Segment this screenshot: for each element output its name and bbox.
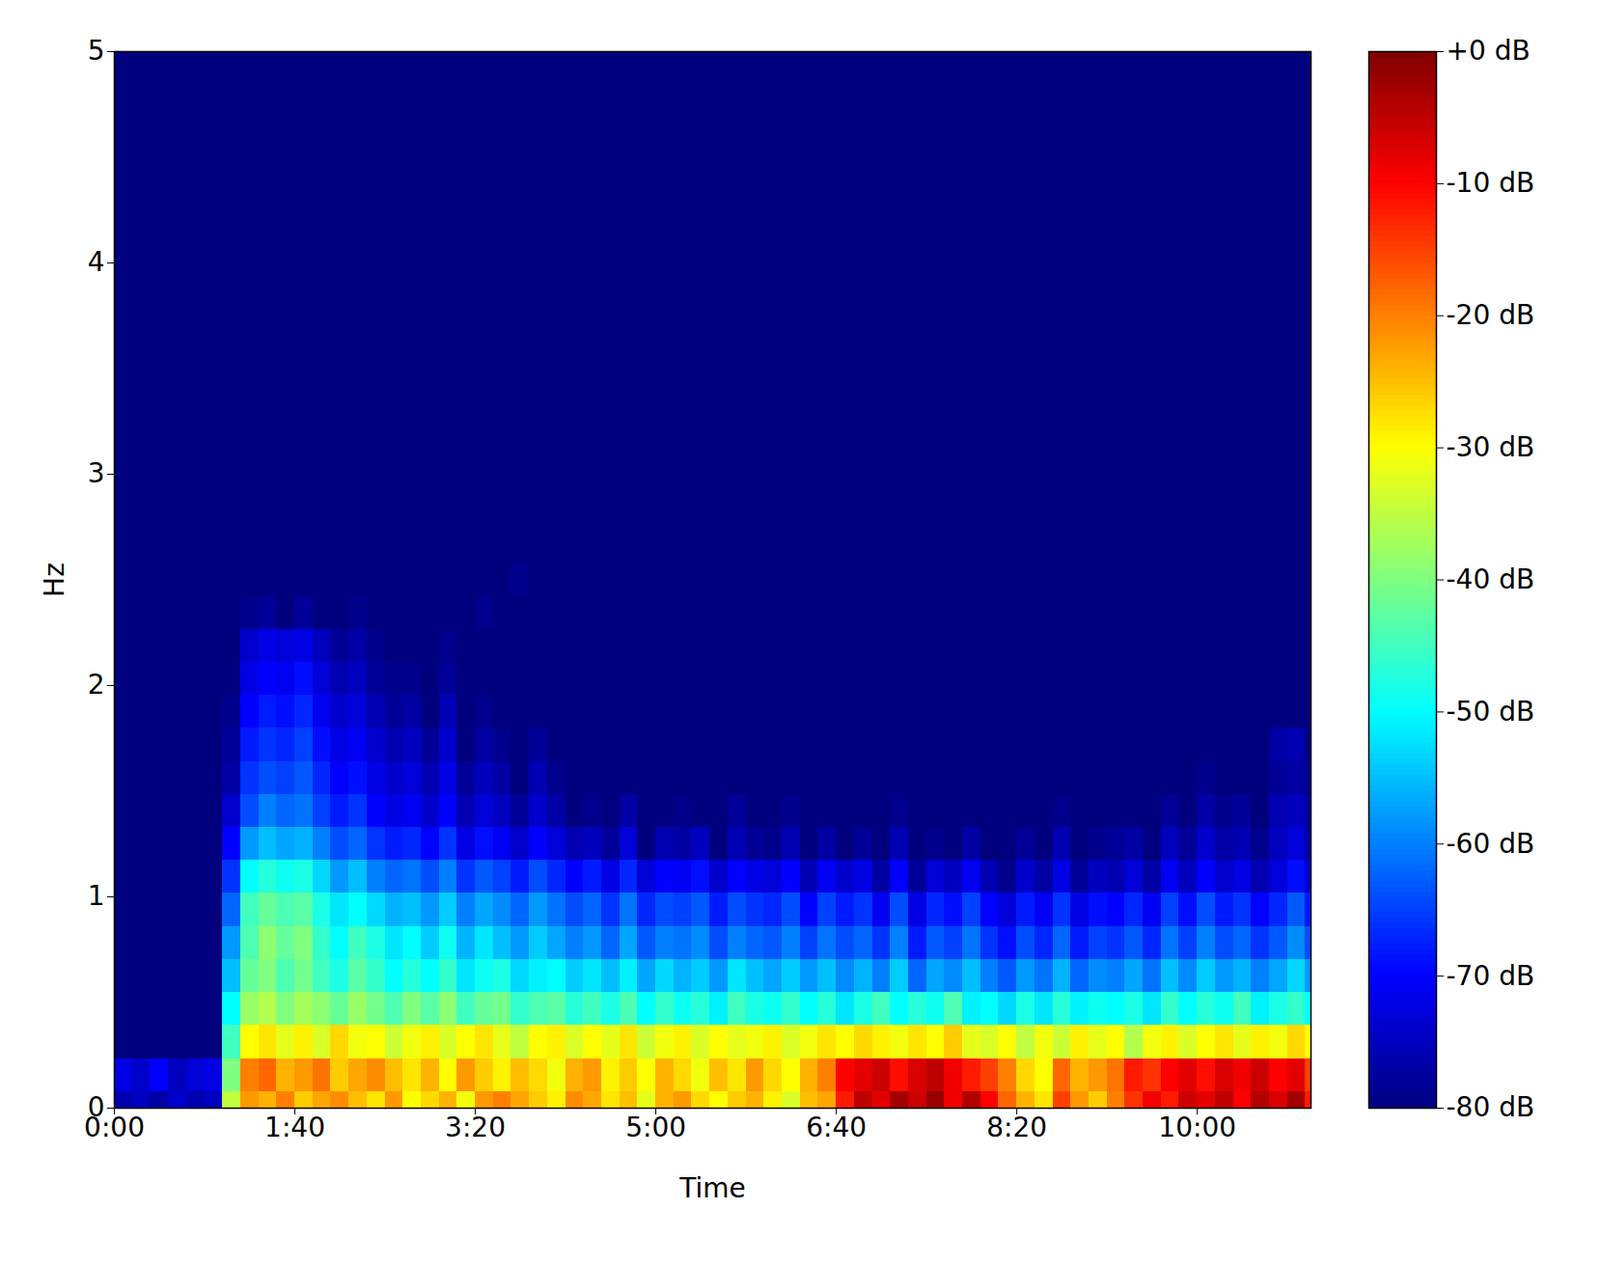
svg-text:8:20: 8:20 [986,1111,1048,1144]
svg-text:Hz: Hz [38,562,71,598]
svg-text:-60 dB: -60 dB [1446,827,1536,860]
svg-text:-50 dB: -50 dB [1446,695,1536,728]
svg-text:-20 dB: -20 dB [1446,299,1536,332]
svg-text:1: 1 [87,880,106,912]
svg-text:-80 dB: -80 dB [1446,1091,1536,1124]
svg-text:3:20: 3:20 [444,1111,506,1144]
svg-text:+0 dB: +0 dB [1446,34,1531,67]
svg-text:5: 5 [87,34,106,67]
svg-text:Time: Time [678,1172,746,1205]
svg-text:3: 3 [87,457,106,490]
svg-text:10:00: 10:00 [1158,1111,1237,1144]
svg-text:2: 2 [87,668,106,701]
svg-text:5:00: 5:00 [625,1111,687,1144]
svg-text:0:00: 0:00 [83,1111,145,1144]
svg-text:-10 dB: -10 dB [1446,166,1536,199]
svg-text:0: 0 [87,1091,105,1124]
svg-text:6:40: 6:40 [805,1111,867,1144]
svg-text:-30 dB: -30 dB [1446,431,1536,464]
svg-text:-70 dB: -70 dB [1446,960,1536,993]
svg-text:1:40: 1:40 [264,1111,326,1144]
svg-text:-40 dB: -40 dB [1446,563,1536,596]
svg-text:4: 4 [87,246,106,278]
